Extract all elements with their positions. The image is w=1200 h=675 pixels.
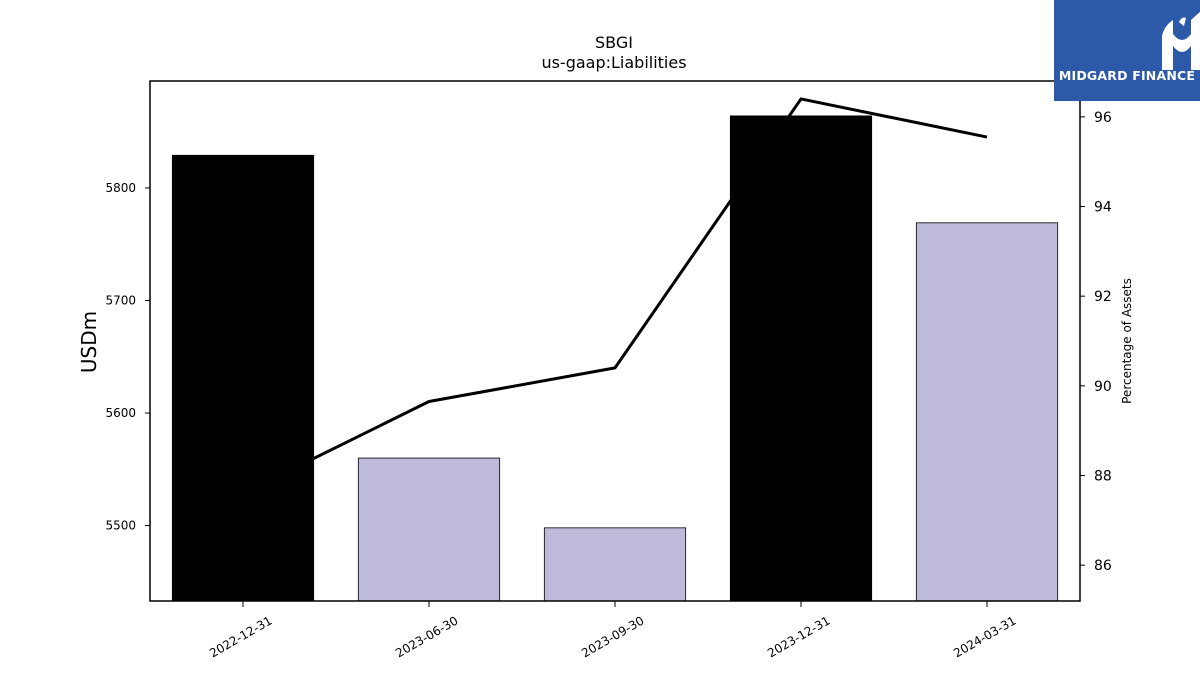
- bar-2023-12-31: [729, 115, 873, 602]
- y2-tick-label: 88: [1094, 468, 1112, 484]
- bar-2022-12-31: [171, 154, 315, 602]
- y2-tick-label: 94: [1094, 200, 1112, 216]
- midgard-m-icon: [1162, 11, 1200, 70]
- chart-title: SBGI: [595, 33, 633, 52]
- y-tick-label: 5800: [105, 181, 136, 195]
- bars-group: [171, 115, 1059, 602]
- x-tick-label: 2023-06-30: [393, 613, 460, 660]
- brand-logo: MIDGARD FINANCE: [1054, 0, 1200, 101]
- x-tick-label: 2023-09-30: [579, 613, 646, 660]
- y2-tick-label: 96: [1094, 110, 1112, 126]
- line-group: [242, 97, 988, 495]
- y2-tick-label: 92: [1094, 289, 1112, 305]
- y-axis-label: USDm: [77, 311, 101, 373]
- y-tick-label: 5600: [105, 406, 136, 420]
- chart-subtitle: us-gaap:Liabilities: [541, 53, 686, 72]
- x-tick-label: 2024-03-31: [951, 613, 1018, 660]
- y-tick-label: 5500: [105, 519, 136, 533]
- bar-2023-09-30: [543, 527, 687, 602]
- brand-name: MIDGARD FINANCE: [1058, 68, 1196, 83]
- y-tick-label: 5700: [105, 293, 136, 307]
- percentage-of-assets-line: [242, 97, 988, 495]
- y2-tick-label: 90: [1094, 379, 1112, 395]
- bar-2024-03-31: [915, 222, 1059, 602]
- x-tick-label: 2023-12-31: [765, 613, 832, 660]
- y2-axis-label: Percentage of Assets: [1120, 278, 1134, 404]
- y2-tick-label: 86: [1094, 558, 1112, 574]
- x-tick-label: 2022-12-31: [207, 613, 274, 660]
- bar-2023-06-30: [357, 457, 501, 602]
